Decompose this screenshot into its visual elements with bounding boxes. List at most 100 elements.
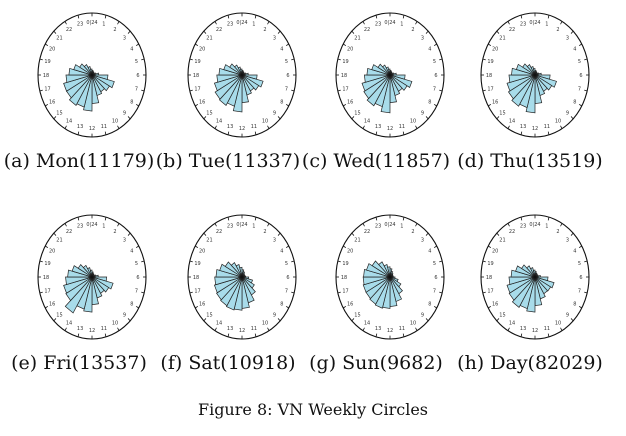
hour-label: 13	[375, 124, 381, 130]
hour-tick	[402, 333, 405, 337]
hour-tick	[584, 89, 588, 92]
hour-label: 9	[566, 110, 569, 116]
hour-tick	[496, 116, 500, 120]
hour-label: 7	[135, 289, 138, 295]
hour-label: 8	[280, 99, 283, 105]
hour-label: 23	[520, 22, 526, 28]
hour-tick	[135, 103, 139, 107]
hour-tick	[285, 245, 289, 249]
hour-label: 21	[56, 237, 62, 243]
hour-tick	[39, 89, 43, 92]
hour-label: 22	[509, 27, 515, 33]
caption-fri: (e) Fri(13537)	[11, 352, 147, 374]
hour-label: 20	[199, 46, 205, 52]
hour-label: 10	[410, 119, 416, 125]
hour-tick	[135, 305, 139, 309]
hour-label: 3	[123, 237, 126, 243]
hour-label: 18	[43, 73, 49, 79]
hour-label: 3	[273, 35, 276, 41]
hour-label: 6	[579, 73, 582, 79]
hour-tick	[285, 103, 289, 107]
hour-label: 15	[499, 110, 505, 116]
hour-label: 13	[227, 124, 233, 130]
hour-tick	[433, 43, 437, 47]
hour-tick	[570, 318, 574, 322]
hour-tick	[104, 333, 107, 337]
hour-tick	[507, 223, 510, 227]
hour-label: 13	[520, 124, 526, 130]
hour-tick	[578, 43, 582, 47]
hour-label: 3	[421, 35, 424, 41]
hour-tick	[267, 223, 270, 227]
hour-label: 12	[89, 328, 95, 334]
hour-tick	[433, 245, 437, 249]
hour-label: 0|24	[236, 222, 247, 228]
hour-label: 0|24	[86, 20, 97, 26]
hour-tick	[570, 30, 574, 34]
hour-tick	[267, 125, 270, 129]
hour-label: 1	[400, 224, 403, 230]
hour-tick	[482, 291, 486, 294]
hour-label: 10	[555, 321, 561, 327]
hour-label: 7	[578, 87, 581, 93]
hour-label: 0|24	[529, 20, 540, 26]
hour-label: 23	[375, 224, 381, 230]
hour-label: 0|24	[384, 20, 395, 26]
hour-tick	[39, 291, 43, 294]
hour-label: 12	[532, 328, 538, 334]
hour-label: 22	[216, 27, 222, 33]
hour-tick	[127, 30, 131, 34]
hour-tick	[277, 318, 281, 322]
hour-label: 8	[573, 99, 576, 105]
hour-label: 5	[433, 59, 436, 65]
center-point	[388, 73, 392, 77]
hour-tick	[117, 327, 120, 331]
hour-label: 21	[354, 237, 360, 243]
hour-tick	[277, 116, 281, 120]
hour-label: 11	[544, 326, 550, 332]
hour-tick	[53, 232, 57, 236]
hour-tick	[482, 89, 486, 92]
hour-label: 21	[206, 35, 212, 41]
hour-label: 1	[545, 22, 548, 28]
hour-label: 11	[251, 124, 257, 130]
hour-tick	[570, 116, 574, 120]
hour-tick	[64, 327, 67, 331]
hour-label: 21	[499, 237, 505, 243]
polar-chart-thu: 0|24 123456789101112131415161718192021222…	[480, 12, 590, 138]
hour-tick	[189, 260, 193, 263]
hour-tick	[267, 21, 270, 25]
hour-label: 13	[77, 326, 83, 332]
hour-label: 14	[66, 321, 72, 327]
hour-label: 17	[342, 87, 348, 93]
hour-label: 14	[509, 119, 515, 125]
hour-label: 11	[101, 326, 107, 332]
hour-label: 21	[499, 35, 505, 41]
hour-label: 20	[492, 248, 498, 254]
hour-label: 6	[136, 73, 139, 79]
hour-tick	[214, 125, 217, 129]
hour-tick	[227, 15, 230, 19]
hour-label: 9	[566, 312, 569, 318]
hour-label: 20	[347, 248, 353, 254]
hour-label: 16	[49, 99, 55, 105]
hour-tick	[141, 58, 145, 61]
hour-label: 0|24	[236, 20, 247, 26]
hour-label: 23	[77, 224, 83, 230]
hour-tick	[203, 318, 207, 322]
hour-tick	[402, 217, 405, 221]
hour-label: 20	[492, 46, 498, 52]
hour-label: 19	[487, 59, 493, 65]
hour-tick	[337, 260, 341, 263]
hour-tick	[520, 333, 523, 337]
hour-label: 22	[509, 229, 515, 235]
polar-chart-wed: 0|24 123456789101112131415161718192021222…	[335, 12, 445, 138]
center-point	[388, 275, 392, 279]
hour-tick	[433, 305, 437, 309]
hour-tick	[39, 58, 43, 61]
hour-tick	[439, 260, 443, 263]
hour-tick	[507, 21, 510, 25]
hour-tick	[64, 125, 67, 129]
hour-tick	[496, 318, 500, 322]
hour-tick	[117, 21, 120, 25]
